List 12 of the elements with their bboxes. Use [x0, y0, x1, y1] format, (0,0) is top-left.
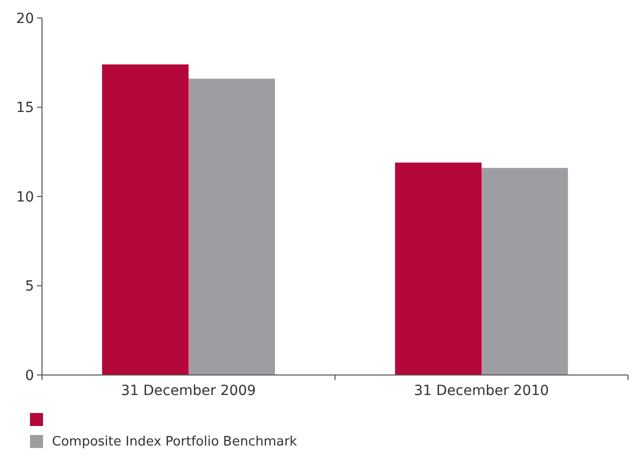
legend-label: Composite Index Portfolio Benchmark — [52, 434, 298, 450]
y-tick-label: 0 — [25, 368, 34, 384]
y-tick-label: 10 — [16, 189, 34, 206]
y-tick-label: 5 — [25, 278, 34, 295]
x-tick-label: 31 December 2010 — [414, 383, 549, 399]
bar — [102, 64, 188, 375]
bar — [482, 168, 568, 375]
x-tick-label: 31 December 2009 — [121, 383, 256, 399]
bar — [188, 78, 275, 375]
y-tick-label: 15 — [16, 100, 34, 116]
y-tick-label: 20 — [16, 10, 34, 27]
bar — [395, 162, 482, 375]
